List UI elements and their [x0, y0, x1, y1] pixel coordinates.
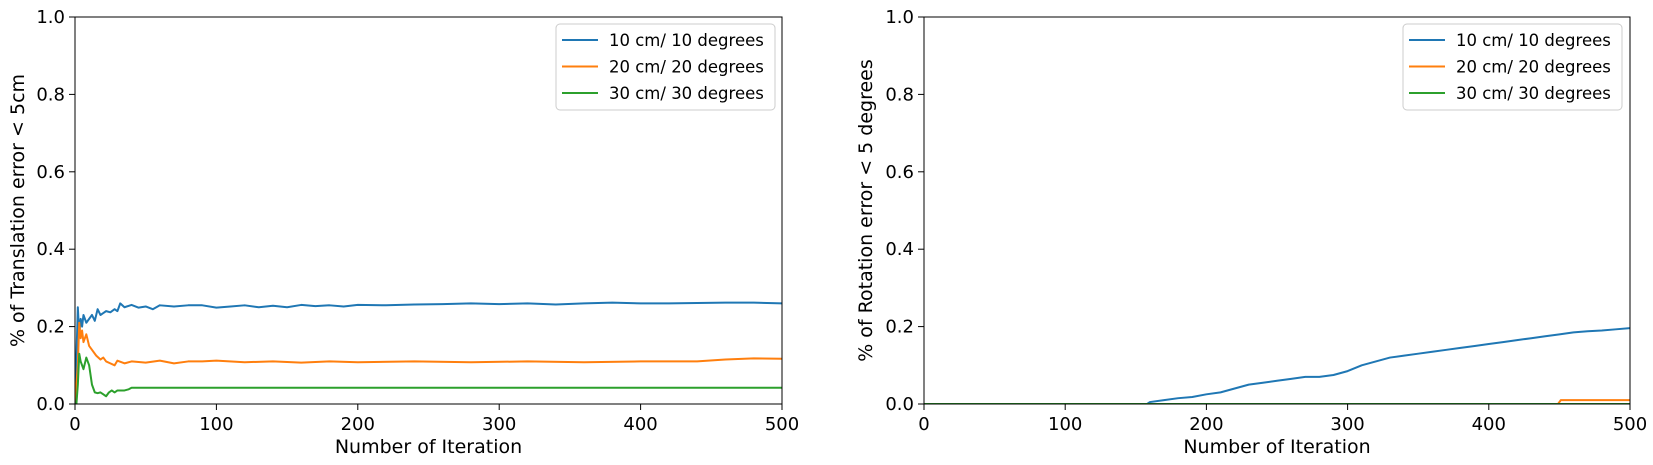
x-tick-label: 200 — [341, 414, 375, 435]
legend-label: 20 cm/ 20 degrees — [1456, 58, 1611, 77]
x-tick-label: 500 — [1613, 414, 1647, 435]
x-tick-label: 400 — [1472, 414, 1506, 435]
rotation-chart: 0 100 200 300 400 500 0.0 0.2 0.4 0.6 0.8 1.0 Numbe… — [855, 7, 1647, 458]
series-line-2 — [924, 399, 1630, 404]
legend: 10 cm/ 10 degrees 20 cm/ 20 degrees 30 cm/… — [1402, 23, 1623, 111]
x-tick-label: 300 — [1330, 414, 1364, 435]
plot-frame — [74, 16, 783, 405]
y-axis-title: % of Translation error < 5cm — [7, 74, 29, 347]
legend-frame — [555, 23, 776, 111]
x-tick-label: 400 — [623, 414, 657, 435]
legend-frame — [1402, 23, 1623, 111]
series-line-1 — [75, 301, 782, 404]
x-tick-label: 300 — [482, 414, 516, 435]
x-axis-title: Number of Iteration — [1183, 436, 1370, 458]
series-line-2 — [75, 321, 782, 404]
y-tick-label: 0.4 — [36, 239, 65, 260]
translation-chart: 0 100 200 300 400 500 0.0 0.2 0.4 0.6 0.8 1.0 Numbe… — [7, 7, 799, 458]
y-tick-label: 0.8 — [885, 84, 914, 105]
series-line-1 — [924, 327, 1630, 404]
y-tick-label: 0.0 — [36, 394, 65, 415]
y-axis-title: % of Rotation error < 5 degrees — [855, 59, 877, 362]
y-tick-label: 0.6 — [36, 162, 65, 183]
tick-layer: 0 100 200 300 400 500 0.0 0.2 0.4 0.6 0.8 1.0 — [36, 7, 799, 435]
x-tick-label: 200 — [1189, 414, 1223, 435]
x-tick-label: 100 — [199, 414, 233, 435]
legend-label: 30 cm/ 30 degrees — [1456, 84, 1611, 103]
series-line-3 — [75, 352, 782, 404]
legend-label: 20 cm/ 20 degrees — [609, 58, 764, 77]
y-tick-label: 0.2 — [36, 317, 65, 338]
x-tick-label: 500 — [765, 414, 799, 435]
series-layer — [75, 301, 782, 404]
y-tick-label: 0.8 — [36, 84, 65, 105]
plot-frame — [923, 16, 1631, 405]
y-tick-label: 1.0 — [36, 7, 65, 28]
x-axis-title: Number of Iteration — [335, 436, 522, 458]
legend: 10 cm/ 10 degrees 20 cm/ 20 degrees 30 cm/… — [555, 23, 776, 111]
y-tick-label: 0.6 — [885, 162, 914, 183]
x-tick-label: 0 — [918, 414, 929, 435]
x-tick-label: 0 — [69, 414, 80, 435]
y-tick-label: 0.0 — [885, 394, 914, 415]
tick-layer: 0 100 200 300 400 500 0.0 0.2 0.4 0.6 0.8 1.0 — [885, 7, 1647, 435]
series-layer — [924, 327, 1630, 404]
legend-label: 10 cm/ 10 degrees — [609, 31, 764, 50]
y-tick-label: 0.4 — [885, 239, 914, 260]
legend-label: 30 cm/ 30 degrees — [609, 84, 764, 103]
y-tick-label: 1.0 — [885, 7, 914, 28]
legend-label: 10 cm/ 10 degrees — [1456, 31, 1611, 50]
x-tick-label: 100 — [1048, 414, 1082, 435]
y-tick-label: 0.2 — [885, 317, 914, 338]
